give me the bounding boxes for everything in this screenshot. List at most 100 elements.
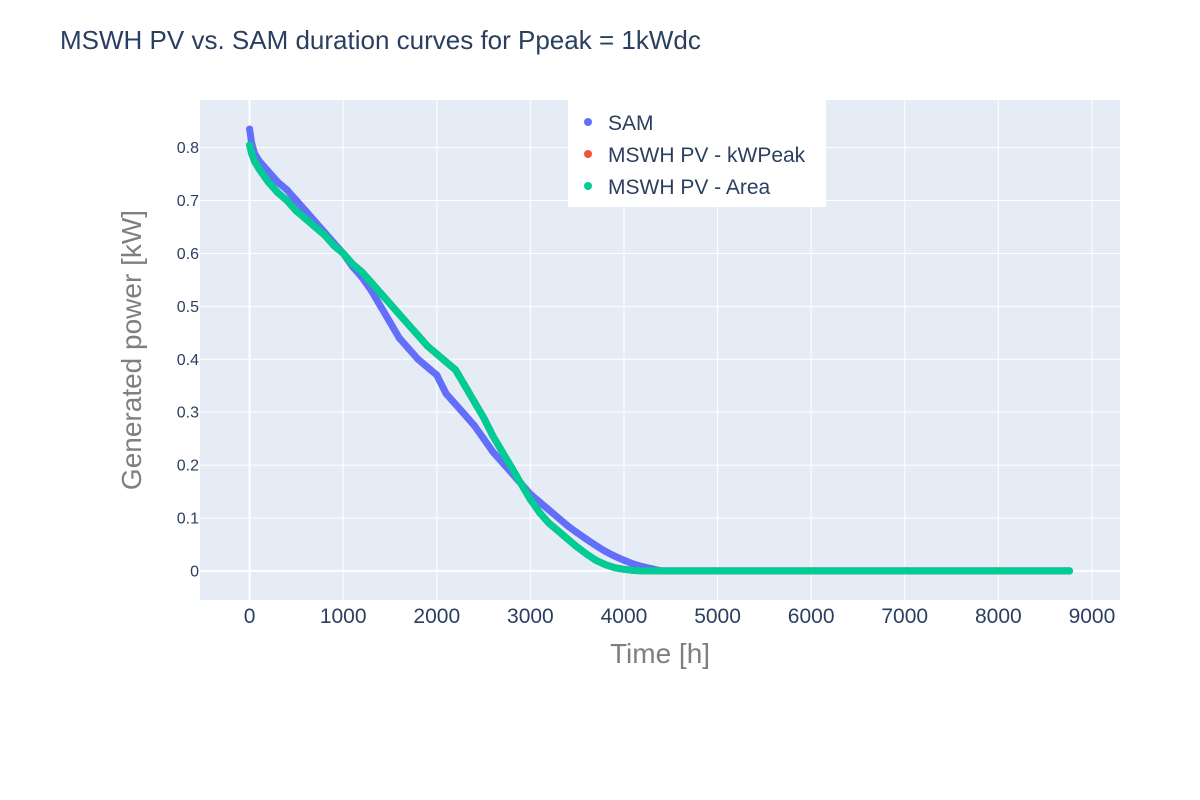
legend-marker-sam [584, 118, 592, 126]
data-point-mswh-pv-area [452, 366, 459, 374]
data-point-mswh-pv-area [433, 350, 441, 358]
data-point-mswh-pv-area [386, 300, 394, 308]
data-point-sam [283, 186, 291, 194]
data-point-mswh-pv-area [639, 567, 647, 575]
series-trace-sam [246, 125, 1073, 575]
data-point-mswh-pv-area [573, 543, 581, 551]
y-tick-label: 0.6 [177, 246, 199, 263]
series-trace-mswh-pv-area [246, 141, 1073, 575]
x-tick-label: 0 [244, 605, 256, 628]
data-point-sam [423, 363, 431, 371]
x-tick-label: 3000 [507, 605, 554, 628]
data-point-mswh-pv-area [470, 398, 478, 406]
data-point-mswh-pv-area [545, 519, 553, 527]
x-axis-ticks: 0 1000 2000 3000 4000 5000 6000 7000 8000 9000 [244, 605, 1116, 628]
y-tick-label: 0.5 [177, 299, 199, 316]
x-tick-label: 1000 [320, 605, 367, 628]
data-point-mswh-pv-area [349, 260, 357, 268]
data-point-mswh-pv-area [264, 178, 272, 186]
y-tick-label: 0.1 [177, 510, 199, 527]
data-point-sam [461, 411, 469, 419]
data-point-sam [386, 318, 394, 326]
legend-item-sam[interactable]: SAM [584, 112, 654, 135]
y-tick-label: 0.3 [177, 405, 199, 422]
data-point-mswh-pv-area [807, 567, 815, 575]
data-point-sam [583, 535, 590, 543]
data-point-mswh-pv-area [321, 231, 328, 239]
data-point-mswh-pv-area [526, 496, 534, 503]
data-point-mswh-pv-area [1066, 567, 1073, 575]
x-tick-label: 6000 [788, 605, 835, 628]
data-point-sam [246, 125, 254, 133]
data-point-mswh-pv-area [620, 565, 628, 573]
data-point-sam [405, 345, 413, 353]
chart-title: MSWH PV vs. SAM duration curves for Ppea… [60, 25, 701, 55]
data-point-mswh-pv-area [564, 535, 572, 543]
data-point-sam [555, 514, 562, 522]
data-point-sam [564, 522, 572, 530]
data-point-sam [414, 355, 422, 363]
data-point-sam [470, 421, 478, 429]
y-tick-label: 0.8 [177, 140, 199, 157]
data-point-sam [620, 556, 628, 564]
x-tick-label: 8000 [975, 605, 1022, 628]
data-point-mswh-pv-area [311, 223, 319, 231]
data-point-mswh-pv-area [592, 556, 600, 564]
data-point-mswh-pv-area [517, 480, 525, 488]
legend-marker-mswh-pv-area [584, 182, 592, 190]
legend-item-mswh-pv-area[interactable]: MSWH PV - Area [584, 176, 771, 199]
data-point-sam [480, 435, 488, 443]
data-point-mswh-pv-area [714, 567, 722, 575]
x-tick-label: 9000 [1069, 605, 1116, 628]
data-point-sam [536, 498, 544, 506]
data-point-mswh-pv-area [611, 564, 619, 572]
data-point-mswh-pv-area [250, 157, 258, 165]
y-tick-label: 0 [190, 563, 199, 580]
y-tick-label: 0.7 [177, 193, 199, 210]
legend[interactable]: SAM MSWH PV - kWPeak MSWH PV - Area [568, 100, 826, 207]
x-tick-label: 5000 [694, 605, 741, 628]
legend-item-mswh-pv-kwpeak[interactable]: MSWH PV - kWPeak [584, 144, 806, 167]
data-point-sam [545, 506, 553, 514]
data-point-mswh-pv-area [498, 448, 506, 456]
data-point-mswh-pv-area [255, 165, 263, 173]
data-point-mswh-pv-area [395, 310, 403, 318]
data-point-mswh-pv-area [246, 141, 254, 149]
data-point-mswh-pv-area [648, 567, 656, 575]
data-point-mswh-pv-area [583, 550, 590, 558]
data-point-mswh-pv-area [248, 149, 255, 157]
x-axis-title: Time [h] [610, 638, 710, 669]
y-tick-label: 0.2 [177, 458, 199, 475]
x-tick-label: 4000 [601, 605, 648, 628]
data-point-mswh-pv-area [405, 321, 413, 329]
data-point-mswh-pv-area [536, 509, 544, 517]
data-point-mswh-pv-area [367, 279, 375, 286]
legend-label-mswh-pv-kwpeak: MSWH PV - kWPeak [608, 144, 806, 167]
data-point-sam [629, 560, 637, 568]
data-point-mswh-pv-area [555, 527, 562, 535]
data-point-mswh-pv-area [283, 197, 291, 204]
data-point-sam [395, 334, 403, 342]
data-point-mswh-pv-area [489, 432, 497, 440]
data-point-mswh-pv-area [480, 414, 488, 421]
data-point-sam [442, 390, 450, 398]
data-point-sam [264, 167, 272, 175]
data-point-mswh-pv-area [274, 189, 282, 197]
data-point-mswh-pv-area [339, 249, 347, 257]
data-point-sam [292, 197, 300, 204]
series-mswh-pv-area [246, 141, 1073, 575]
data-point-mswh-pv-area [423, 342, 431, 350]
data-point-sam [573, 529, 581, 537]
data-point-sam [452, 400, 459, 408]
y-axis-ticks: 0 0.1 0.2 0.3 0.4 0.5 0.6 0.7 0.8 [177, 140, 199, 580]
data-point-sam [274, 178, 282, 186]
data-point-mswh-pv-area [358, 268, 366, 276]
data-point-mswh-pv-area [461, 382, 469, 390]
data-point-sam [489, 448, 497, 456]
legend-marker-mswh-pv-kwpeak [584, 150, 592, 158]
x-tick-label: 2000 [413, 605, 460, 628]
y-axis-title: Generated power [kW] [116, 210, 147, 490]
data-point-sam [302, 207, 310, 215]
data-point-mswh-pv-area [508, 464, 516, 472]
